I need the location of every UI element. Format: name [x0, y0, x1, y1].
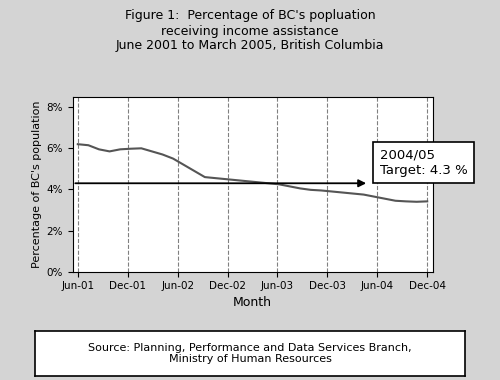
Text: Source: Planning, Performance and Data Services Branch,
Ministry of Human Resour: Source: Planning, Performance and Data S… — [88, 343, 412, 364]
Y-axis label: Percentage of BC's population: Percentage of BC's population — [32, 101, 42, 268]
X-axis label: Month: Month — [233, 296, 272, 309]
Text: Figure 1:  Percentage of BC's popluation
receiving income assistance
June 2001 t: Figure 1: Percentage of BC's popluation … — [116, 10, 384, 52]
Text: 2004/05
Target: 4.3 %: 2004/05 Target: 4.3 % — [380, 149, 468, 177]
